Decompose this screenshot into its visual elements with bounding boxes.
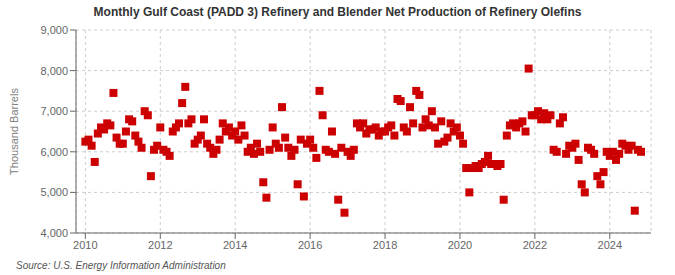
svg-text:2014: 2014 bbox=[223, 239, 247, 251]
svg-text:9,000: 9,000 bbox=[40, 24, 68, 36]
svg-text:2016: 2016 bbox=[298, 239, 322, 251]
svg-text:2020: 2020 bbox=[448, 239, 472, 251]
svg-text:6,000: 6,000 bbox=[40, 146, 68, 158]
svg-text:4,000: 4,000 bbox=[40, 227, 68, 239]
svg-text:2012: 2012 bbox=[148, 239, 172, 251]
svg-text:2010: 2010 bbox=[73, 239, 97, 251]
html-text:Monthly Gulf Coast (PADD 3) Re: Monthly Gulf Coast (PADD 3) Refinery and… bbox=[93, 5, 582, 19]
svg-text:2024: 2024 bbox=[598, 239, 622, 251]
svg-text:Thousand Barrels: Thousand Barrels bbox=[8, 88, 20, 175]
svg-text:5,000: 5,000 bbox=[40, 186, 68, 198]
svg-text:8,000: 8,000 bbox=[40, 65, 68, 77]
svg-text:7,000: 7,000 bbox=[40, 105, 68, 117]
html-text:Source: U.S. Energy Informatio: Source: U.S. Energy Information Administ… bbox=[16, 260, 226, 271]
svg-text:2022: 2022 bbox=[523, 239, 547, 251]
svg-text:2018: 2018 bbox=[373, 239, 397, 251]
